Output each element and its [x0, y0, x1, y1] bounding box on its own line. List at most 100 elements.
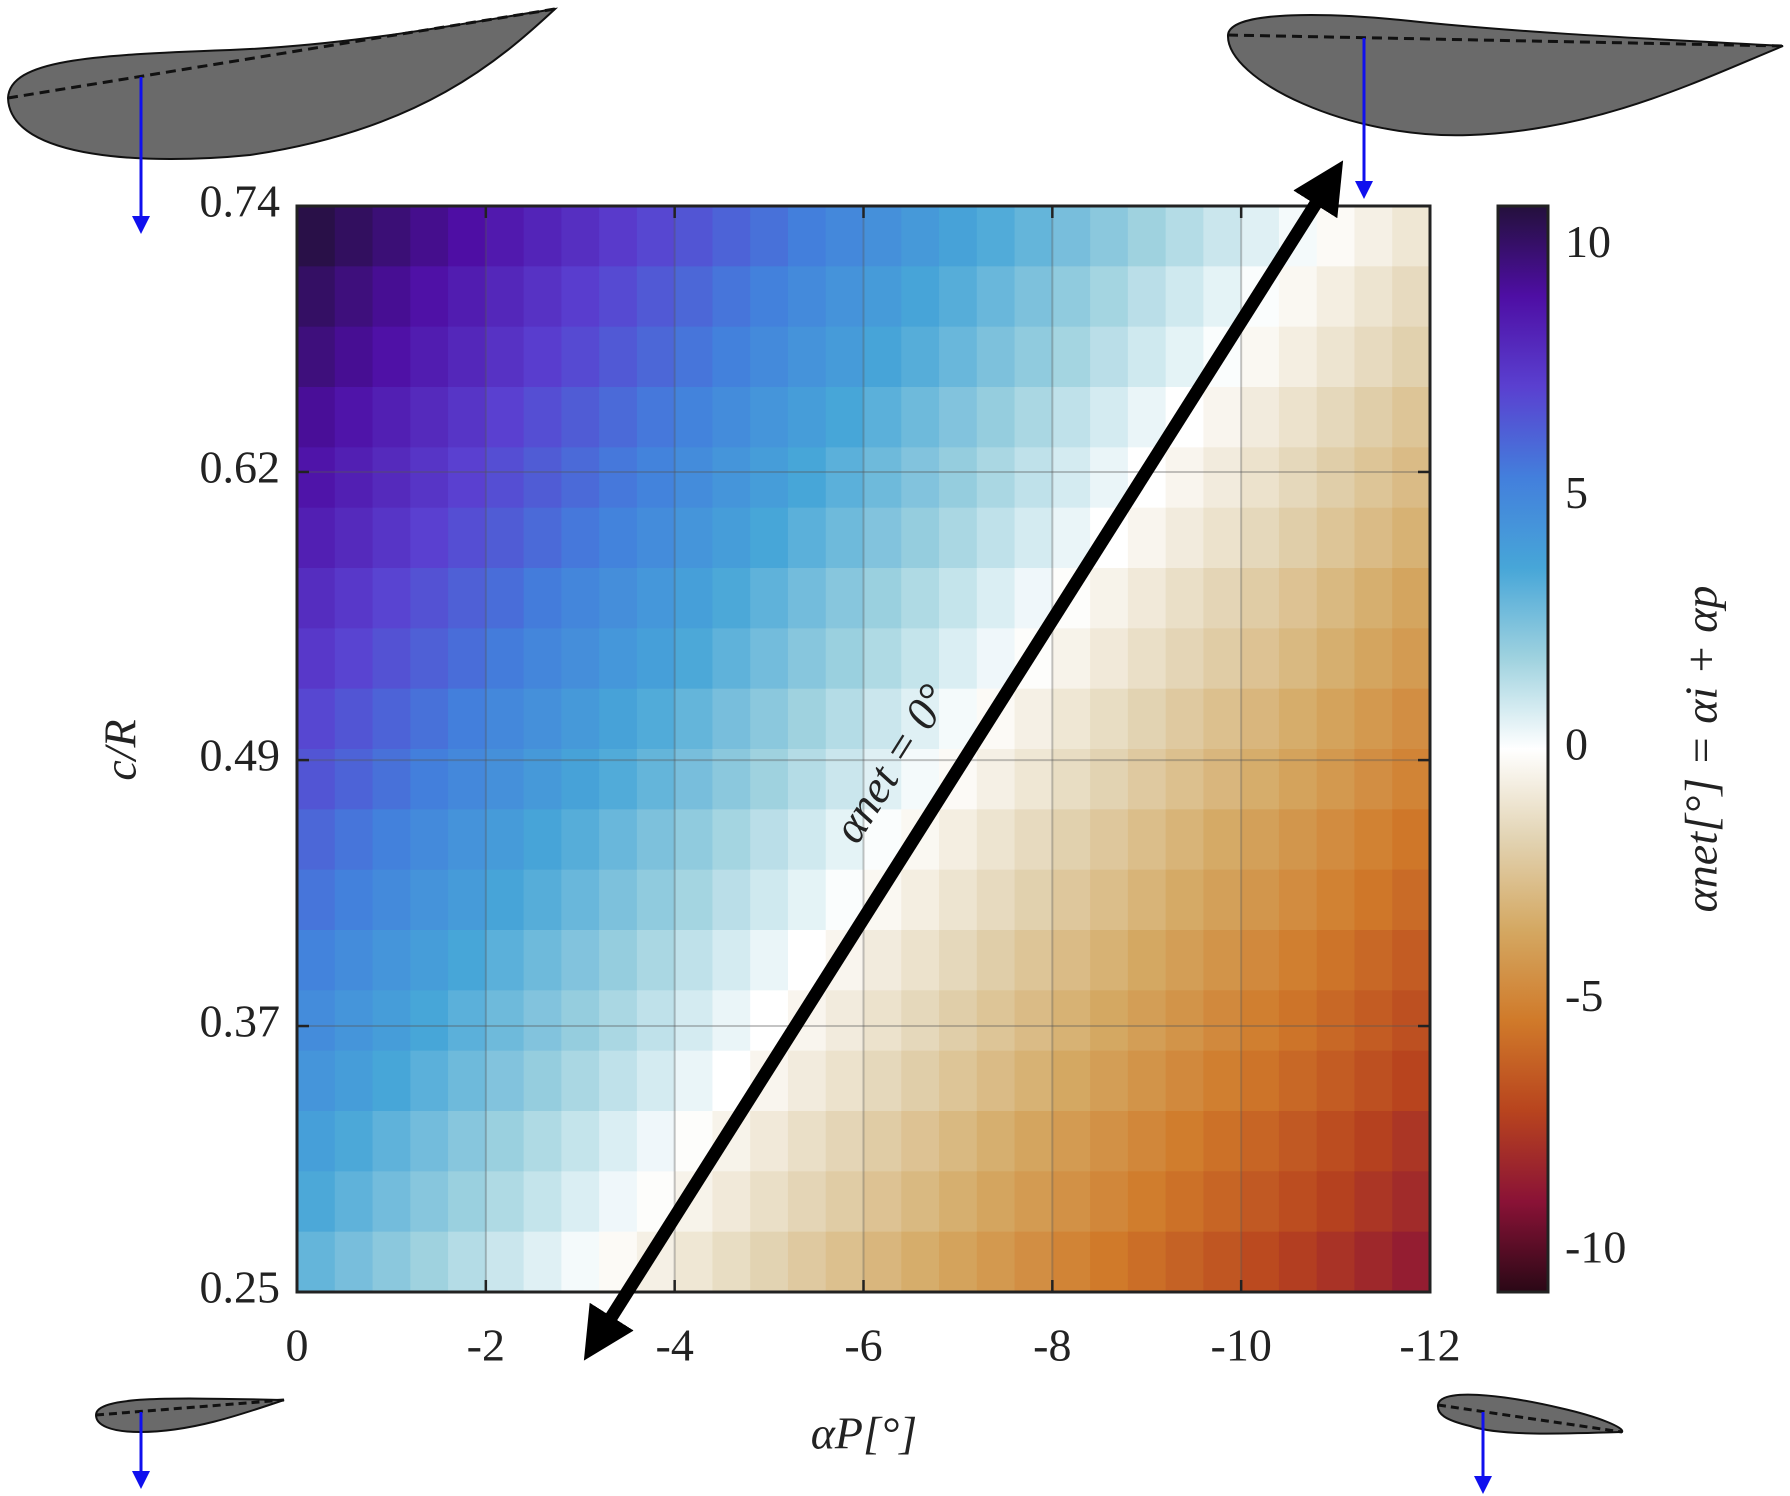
heatmap-cell: [1127, 628, 1167, 690]
heatmap-cell: [561, 1231, 600, 1293]
colorbar: [1496, 204, 1550, 1294]
heatmap-cell: [674, 206, 714, 267]
heatmap-cell: [1203, 930, 1242, 991]
heatmap-cell: [712, 568, 751, 629]
heatmap-cell: [750, 387, 789, 448]
heatmap-cell: [334, 266, 374, 328]
heatmap-cell: [1014, 930, 1053, 991]
heatmap-cell: [787, 206, 827, 267]
heatmap-cell: [787, 628, 827, 690]
heatmap-cell: [1127, 930, 1167, 991]
heatmap-cell: [561, 749, 600, 810]
heatmap-cell: [712, 688, 751, 750]
heatmap-cell: [636, 206, 676, 267]
heatmap-cell: [485, 930, 525, 991]
heatmap-cell: [636, 387, 676, 448]
heatmap-cell: [448, 990, 487, 1052]
heatmap-cell: [1278, 447, 1318, 509]
heatmap-cell: [485, 749, 525, 810]
heatmap-cell: [863, 206, 902, 267]
heatmap-cell: [674, 266, 714, 328]
heatmap-cell: [1090, 749, 1129, 810]
heatmap-cell: [1203, 688, 1242, 750]
heatmap-cell: [523, 387, 562, 448]
heatmap-cell: [1052, 1111, 1091, 1172]
colorbar-tick-label: 0: [1565, 719, 1588, 770]
heatmap-cell: [976, 206, 1016, 267]
heatmap-cell: [1354, 447, 1393, 509]
heatmap-cell: [1278, 1231, 1318, 1293]
heatmap-cell: [485, 387, 525, 448]
heatmap-cell: [1090, 688, 1129, 750]
heatmap-cell: [1127, 1171, 1167, 1233]
heatmap-cell: [1165, 1231, 1204, 1293]
airfoil-top-left: [6, 7, 559, 234]
heatmap-cell: [674, 1050, 714, 1112]
heatmap-cell: [1052, 869, 1091, 931]
heatmap-cell: [636, 1050, 676, 1112]
heatmap-cell: [636, 869, 676, 931]
heatmap-cell: [372, 387, 411, 448]
heatmap-cell: [1014, 266, 1053, 328]
heatmap-cell: [372, 568, 411, 629]
heatmap-cell: [561, 206, 600, 267]
heatmap-cell: [674, 1231, 714, 1293]
heatmap-cell: [750, 447, 789, 509]
heatmap-cell: [523, 749, 562, 810]
heatmap-cell: [825, 326, 865, 388]
heatmap-cell: [1203, 809, 1242, 871]
heatmap-cell: [410, 1231, 449, 1293]
heatmap-cell: [1278, 1050, 1318, 1112]
heatmap-cell: [448, 1111, 487, 1172]
heatmap-cell: [410, 507, 449, 569]
heatmap-cell: [561, 447, 600, 509]
heatmap-cell: [297, 688, 336, 750]
heatmap-cell: [901, 568, 940, 629]
heatmap-cell: [1090, 1050, 1129, 1112]
y-tick-label: 0.62: [200, 442, 281, 493]
heatmap-cell: [901, 266, 940, 328]
heatmap-cell: [901, 930, 940, 991]
heatmap-cell: [976, 1171, 1016, 1233]
heatmap-cell: [901, 447, 940, 509]
heatmap-cell: [712, 990, 751, 1052]
heatmap-cell: [939, 206, 978, 267]
heatmap-cell: [1052, 387, 1091, 448]
heatmap-cell: [1392, 930, 1431, 991]
heatmap-cell: [1014, 1231, 1053, 1293]
heatmap-cell: [410, 206, 449, 267]
heatmap-cell: [334, 930, 374, 991]
heatmap-cell: [297, 749, 336, 810]
heatmap-cell: [939, 1050, 978, 1112]
heatmap-cell: [1392, 1111, 1431, 1172]
heatmap-cell: [599, 688, 638, 750]
heatmap-cell: [976, 1231, 1016, 1293]
heatmap-cell: [750, 326, 789, 388]
heatmap-cell: [1316, 930, 1356, 991]
heatmap-cell: [372, 266, 411, 328]
heatmap-cell: [825, 387, 865, 448]
colorbar-tick-label: 5: [1565, 467, 1588, 518]
heatmap-cell: [1014, 507, 1053, 569]
heatmap-cell: [750, 1111, 789, 1172]
heatmap-cell: [523, 869, 562, 931]
airfoil-bottom-right: [1436, 1393, 1624, 1494]
heatmap-cell: [1090, 1171, 1129, 1233]
heatmap-cell: [825, 688, 865, 750]
heatmap-cell: [1127, 1050, 1167, 1112]
heatmap-cell: [674, 749, 714, 810]
heatmap-cell: [448, 206, 487, 267]
heatmap-cell: [1354, 568, 1393, 629]
heatmap-cell: [410, 930, 449, 991]
heatmap-cell: [372, 447, 411, 509]
heatmap-cell: [901, 1231, 940, 1293]
heatmap-cell: [1165, 447, 1204, 509]
heatmap-cell: [1052, 809, 1091, 871]
heatmap-cell: [599, 1111, 638, 1172]
heatmap-cell: [901, 1050, 940, 1112]
heatmap-cell: [1052, 688, 1091, 750]
heatmap-cell: [599, 1050, 638, 1112]
heatmap-cell: [523, 1231, 562, 1293]
heatmap-cell: [976, 930, 1016, 991]
heatmap-cell: [448, 266, 487, 328]
